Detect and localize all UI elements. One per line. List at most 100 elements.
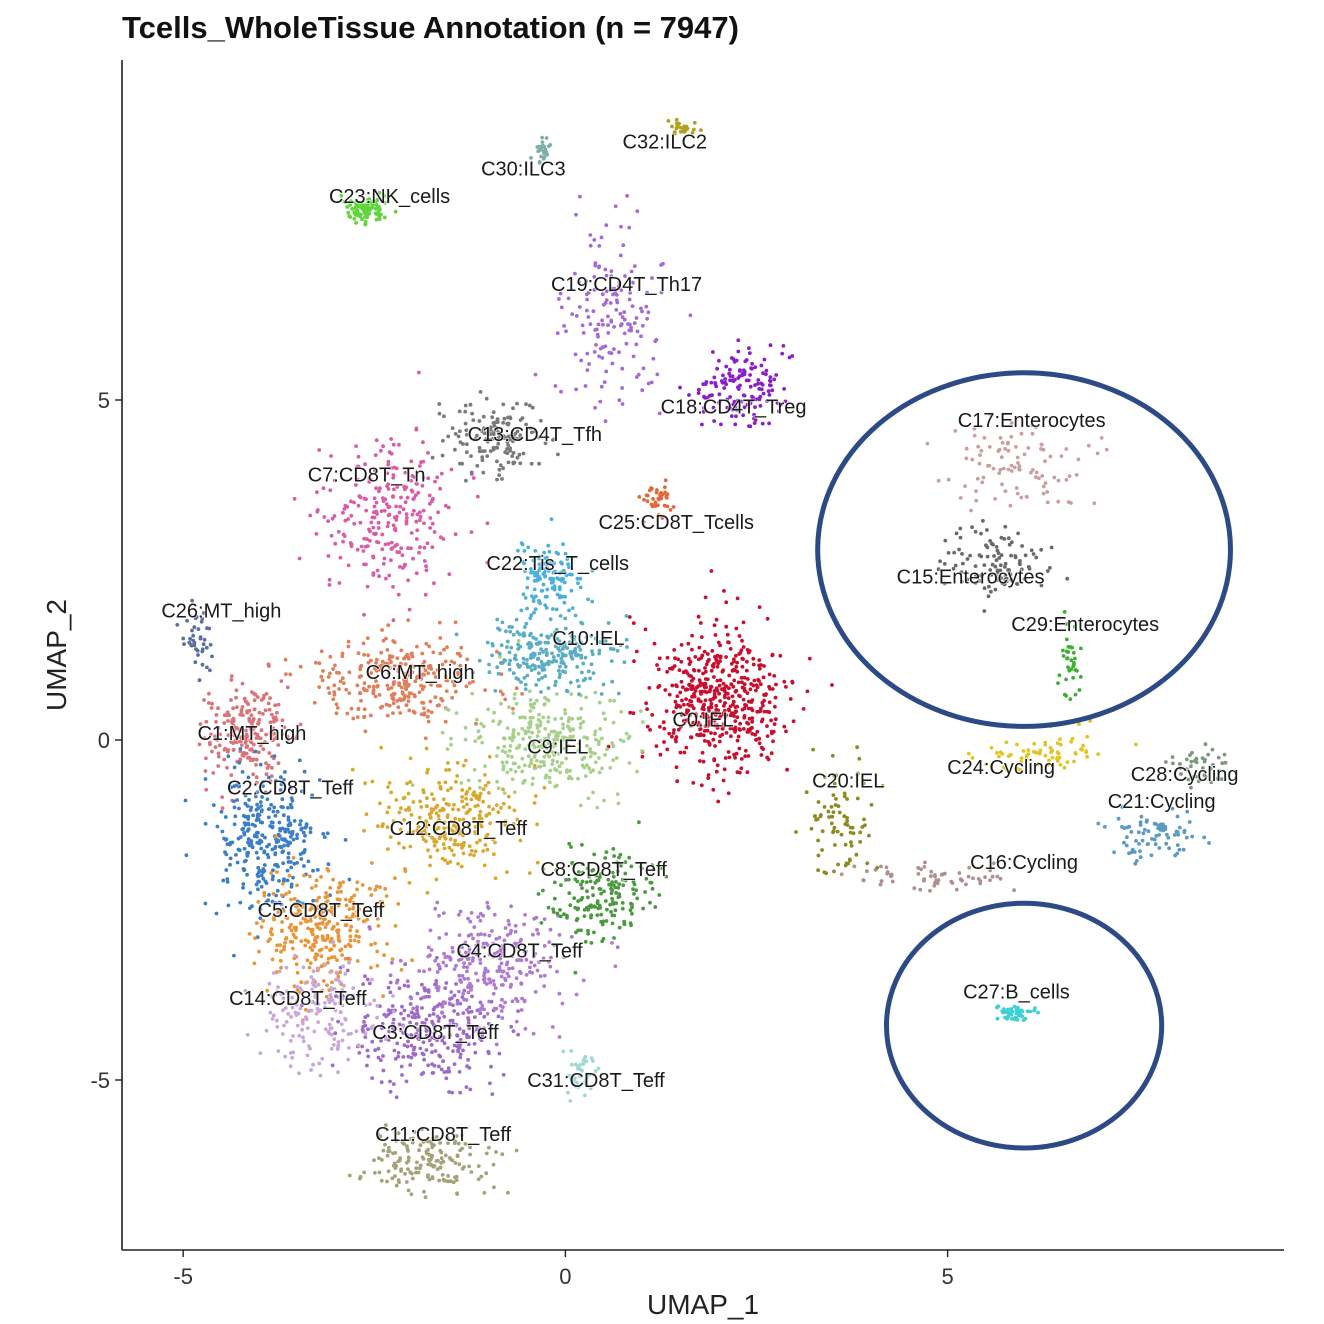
data-point [618,253,623,258]
data-point [929,874,933,879]
data-point [349,924,354,929]
data-point [237,806,241,811]
data-point [372,468,377,473]
data-point [518,838,523,843]
data-point [585,308,589,313]
data-point [713,633,718,637]
data-point [328,886,333,890]
data-point [519,1008,524,1012]
data-point [344,915,349,919]
data-point [722,694,727,698]
data-point [269,820,274,825]
data-point [352,211,357,216]
data-point [375,917,380,921]
data-point [376,924,381,928]
data-point [665,655,670,660]
data-point [500,620,505,625]
data-point [447,572,452,577]
data-point [295,1023,300,1028]
data-point [509,982,514,987]
data-point [515,401,519,406]
data-point [581,978,586,983]
data-point [292,912,297,917]
data-point [735,715,740,720]
data-point [580,670,584,675]
data-point [292,897,297,901]
data-point [376,540,381,545]
data-point [553,683,557,688]
data-point [393,528,398,533]
data-point [289,865,294,870]
data-point [508,629,513,634]
data-point [606,323,610,327]
data-point [229,785,234,790]
data-point [1013,554,1018,558]
data-point [496,810,501,815]
data-point [611,902,616,906]
data-point [577,305,582,309]
data-point [829,821,834,826]
data-point [358,495,363,500]
data-point [349,513,354,518]
data-point [482,449,487,453]
data-point [552,587,557,592]
data-point [468,919,473,924]
data-point [509,1024,514,1029]
data-point [443,719,448,724]
data-point [437,620,442,625]
data-point [427,1038,432,1043]
data-point [619,322,624,326]
data-point [820,848,824,852]
data-point [480,458,485,462]
data-point [263,879,268,884]
data-point [216,754,221,759]
data-point [262,863,267,867]
data-point [407,607,412,612]
data-point [434,811,439,816]
data-point [365,537,369,541]
data-point [411,664,416,669]
data-point [458,1090,463,1095]
data-point [363,215,367,219]
data-point [210,701,215,706]
data-point [418,518,422,523]
data-point [351,903,356,908]
data-point [439,1150,444,1155]
data-point [524,973,529,977]
data-point [558,649,562,653]
data-point [501,736,506,741]
data-point [318,1008,323,1013]
data-point [288,1038,293,1043]
data-point [536,574,541,579]
data-point [750,732,755,736]
data-point [421,1040,426,1045]
data-point [854,852,859,857]
data-point [711,737,716,742]
data-point [433,906,438,911]
data-point [385,1179,389,1184]
data-point [764,368,769,373]
data-point [258,800,263,804]
data-point [627,297,632,302]
data-point [514,1019,519,1024]
data-point [758,682,763,687]
data-point [226,754,231,759]
data-point [612,854,616,858]
data-point [222,747,227,752]
data-point [686,641,691,646]
data-point [288,672,293,677]
data-point [341,681,346,685]
data-point [256,900,261,904]
data-point [569,692,574,696]
data-point [395,485,400,489]
data-point [307,874,312,879]
data-point [502,791,507,795]
data-point [478,390,483,394]
data-point [591,768,596,773]
data-point [333,663,337,668]
data-point [518,433,523,438]
data-point [380,824,385,829]
data-point [271,1013,276,1018]
data-point [861,878,866,883]
data-point [476,939,480,944]
